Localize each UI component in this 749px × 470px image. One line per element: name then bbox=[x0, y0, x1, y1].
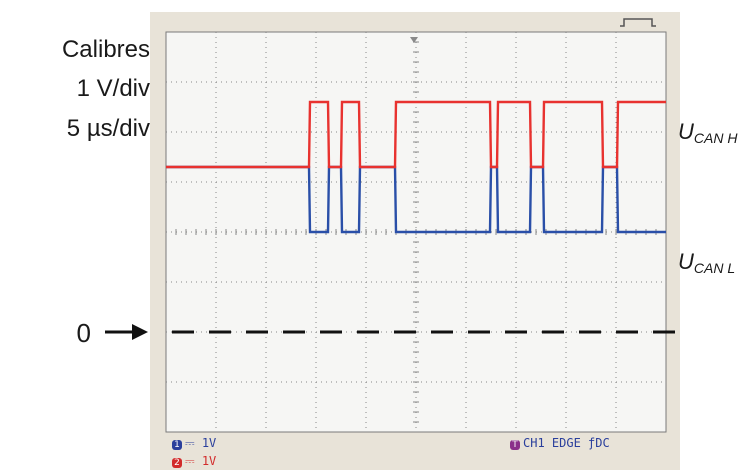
ch1-badge: 1 bbox=[172, 440, 182, 450]
zero-label: 0 bbox=[76, 318, 91, 348]
calibres-title: Calibres bbox=[61, 36, 150, 63]
canl-label: UCAN L bbox=[678, 249, 735, 276]
canh-label: UCAN H bbox=[678, 119, 737, 146]
ch2-coupling-icon: ⎓ bbox=[185, 454, 202, 468]
ch1-coupling-icon: ⎓ bbox=[185, 436, 202, 450]
trigger-badge: T bbox=[510, 440, 520, 450]
canl-label-sub: CAN L bbox=[693, 260, 736, 276]
canl-label-main: U bbox=[678, 249, 694, 274]
trace-canl bbox=[166, 165, 666, 234]
ch2-scale: 1V bbox=[201, 454, 217, 468]
trigger-position-marker bbox=[410, 37, 418, 43]
ch1-scale: 1V bbox=[201, 436, 217, 450]
ch1-scale-readout: 1 ⎓ 1V bbox=[172, 436, 216, 451]
trigger-text: CH1 EDGE ƒDC bbox=[523, 436, 610, 450]
ch2-scale-readout: 2 ⎓ 1V bbox=[172, 454, 216, 469]
volts-per-div-label: 1 V/div bbox=[76, 75, 150, 102]
ch2-badge: 2 bbox=[172, 458, 182, 468]
zero-arrow-icon bbox=[132, 324, 148, 340]
time-per-div-label: 5 µs/div bbox=[66, 115, 150, 142]
canh-label-sub: CAN H bbox=[693, 130, 738, 146]
trace-canh bbox=[166, 100, 666, 169]
acquisition-mode-icon bbox=[620, 18, 656, 27]
trigger-readout: T CH1 EDGE ƒDC bbox=[510, 436, 610, 450]
trace-layer bbox=[166, 100, 666, 234]
canh-label-main: U bbox=[678, 119, 694, 144]
